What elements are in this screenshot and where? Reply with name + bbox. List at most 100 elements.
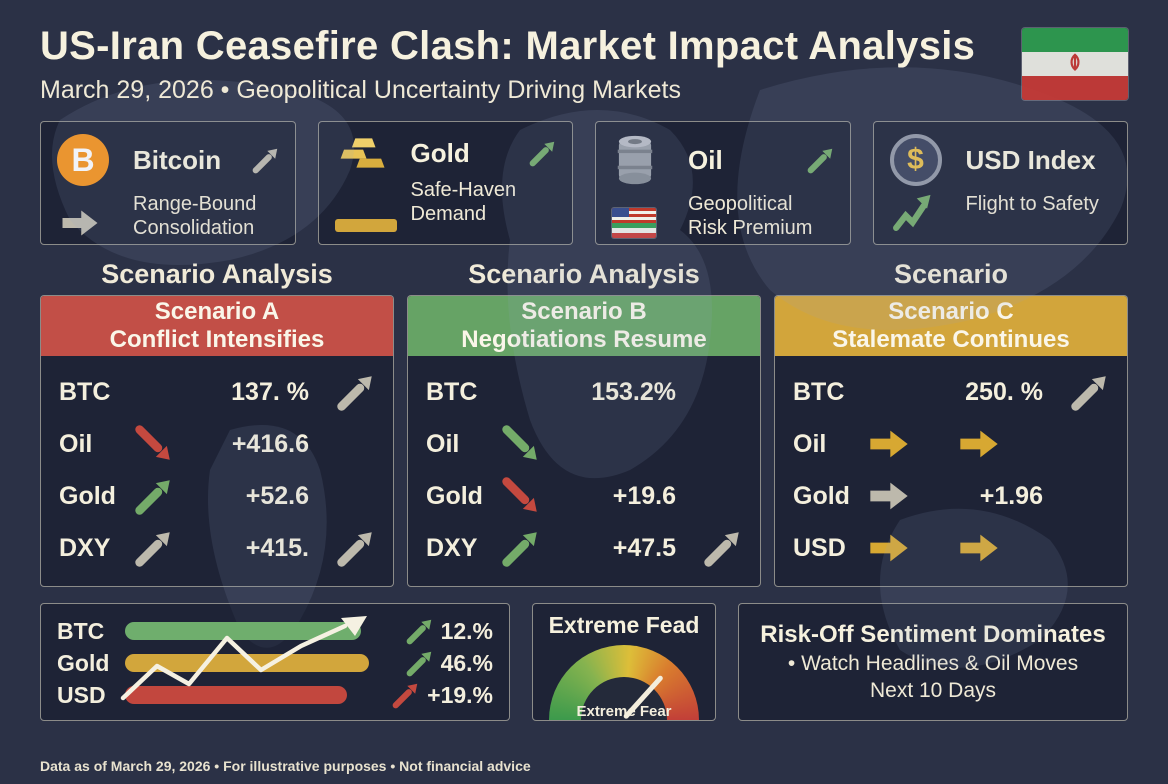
asset-label: Oil	[59, 429, 93, 458]
note-line: Next 10 Days	[869, 679, 997, 702]
asset-label: BTC	[59, 377, 111, 406]
gold-bar-icon	[334, 219, 397, 232]
asset-label: Gold	[426, 481, 483, 510]
right-arrow-icon	[62, 210, 98, 236]
flag-stripe-green	[1022, 28, 1128, 52]
down-right-arrow-icon	[502, 477, 537, 512]
chart-row: USD +19.%	[57, 680, 493, 710]
asset-label: USD	[793, 533, 846, 562]
oil-barrel-icon	[612, 134, 674, 186]
fear-gauge-icon: Extreme Fear	[549, 645, 699, 720]
scenario-cards-row: Scenario A Conflict Intensifies BTC 137.…	[40, 295, 1128, 587]
scenario-label: Scenario C	[888, 297, 1014, 325]
asset-value: +19.%	[427, 681, 493, 708]
scenario-card-a: Scenario A Conflict Intensifies BTC 137.…	[40, 295, 394, 587]
gauge-title: Extreme Fead	[548, 612, 700, 638]
table-row: BTC 153.2%	[426, 368, 744, 416]
right-arrow-icon	[870, 430, 908, 458]
right-arrow-icon	[870, 534, 908, 562]
up-right-arrow-icon	[406, 619, 431, 645]
gold-bar	[125, 654, 369, 672]
asset-label: DXY	[59, 533, 111, 562]
table-row: BTC 137. %	[59, 368, 377, 416]
table-row: Gold +19.6	[426, 472, 744, 520]
btc-bar	[125, 622, 361, 640]
asset-card-title: Oil	[688, 144, 723, 175]
asset-card-title: Bitcoin	[133, 144, 222, 175]
zigzag-up-arrow-icon	[892, 194, 930, 231]
footer-disclaimer: Data as of March 29, 2026 • For illustra…	[40, 758, 531, 774]
scenario-label: Scenario A	[154, 297, 280, 325]
iran-emblem-icon	[1070, 53, 1080, 71]
note-line: • Watch Headlines & Oil Moves	[787, 652, 1079, 675]
asset-value: +415.	[245, 533, 309, 562]
table-row: BTC 250. %	[793, 368, 1111, 416]
up-right-arrow-icon	[337, 532, 372, 567]
asset-label: Oil	[426, 429, 460, 458]
asset-label: Oil	[793, 429, 827, 458]
scenario-card-c: Scenario C Stalemate Continues BTC 250. …	[774, 295, 1128, 587]
asset-value: +416.6	[231, 429, 309, 458]
asset-cards-row: B Bitcoin Range-Bound Consolidation Gold	[40, 121, 1128, 245]
table-row: Oil +416.6	[59, 420, 377, 468]
chart-row: Gold 46.%	[57, 648, 493, 678]
up-right-arrow-icon	[1071, 376, 1106, 411]
note-headline: Risk-Off Sentiment Dominates	[760, 621, 1106, 648]
scenario-column-title: Scenario Analysis	[468, 259, 700, 289]
up-right-arrow-icon	[135, 532, 170, 567]
asset-value: 12.%	[440, 617, 493, 644]
summary-bar-chart: BTC 12.% Gold 46.% USD	[40, 603, 510, 721]
asset-value: 46.%	[440, 649, 493, 676]
scenario-column-title: Scenario Analysis	[101, 259, 333, 289]
asset-value: 153.2%	[591, 377, 676, 406]
asset-label: DXY	[426, 533, 478, 562]
flag-stripe-white	[1022, 52, 1128, 76]
scenario-column-title: Scenario	[893, 259, 1009, 289]
dollar-coin-icon: $	[889, 134, 952, 186]
up-right-arrow-icon	[502, 532, 537, 567]
up-right-arrow-icon	[135, 480, 170, 515]
up-right-arrow-icon	[529, 141, 555, 167]
asset-card-gold: Gold Safe-Haven Demand	[317, 121, 573, 245]
table-row: DXY +47.5	[426, 524, 744, 572]
bitcoin-icon: B	[57, 134, 119, 186]
gauge-label: Extreme Fear	[576, 703, 672, 720]
table-row: Gold +52.6	[59, 472, 377, 520]
table-row: Gold +1.96	[793, 472, 1111, 520]
asset-label: BTC	[793, 377, 845, 406]
asset-card-subtitle: Geopolitical Risk Premium	[688, 193, 813, 239]
asset-value: +47.5	[612, 533, 676, 562]
scenario-c-header: Scenario C Stalemate Continues	[775, 296, 1127, 356]
asset-value: +1.96	[979, 481, 1043, 510]
up-right-arrow-icon	[406, 651, 431, 677]
asset-card-subtitle: Range-Bound Consolidation	[133, 193, 257, 239]
fear-gauge-card: Extreme Fead Extreme Fear	[532, 603, 716, 721]
table-row: DXY +415.	[59, 524, 377, 572]
scenario-label: Scenario B	[521, 297, 647, 325]
asset-card-oil: Oil Geopolitical Risk Premium	[595, 121, 851, 245]
asset-label: BTC	[426, 377, 478, 406]
scenario-title: Conflict Intensifies	[109, 326, 325, 353]
iran-flag-icon	[1022, 28, 1128, 100]
up-right-arrow-icon	[392, 683, 418, 709]
asset-value: +52.6	[245, 481, 309, 510]
flag-stripe-red	[1022, 76, 1128, 100]
gold-bars-icon	[335, 134, 397, 172]
asset-label: BTC	[57, 617, 105, 644]
up-right-arrow-icon	[807, 148, 832, 174]
asset-card-bitcoin: B Bitcoin Range-Bound Consolidation	[40, 121, 296, 245]
asset-card-subtitle: Flight to Safety	[965, 193, 1099, 215]
table-row: USD	[793, 524, 1111, 572]
up-right-arrow-icon	[704, 532, 739, 567]
chart-row: BTC 12.%	[57, 616, 493, 646]
asset-card-title: Gold	[410, 137, 470, 168]
scenario-column-titles: Scenario Analysis Scenario Analysis Scen…	[40, 259, 1128, 290]
table-row: Oil	[426, 420, 744, 468]
usd-bar	[125, 686, 347, 704]
right-arrow-icon	[870, 482, 908, 510]
page-subtitle: March 29, 2026 • Geopolitical Uncertaint…	[40, 76, 681, 104]
page-title: US-Iran Ceasefire Clash: Market Impact A…	[40, 24, 976, 68]
asset-label: Gold	[793, 481, 850, 510]
scenario-b-header: Scenario B Negotiations Resume	[408, 296, 760, 356]
